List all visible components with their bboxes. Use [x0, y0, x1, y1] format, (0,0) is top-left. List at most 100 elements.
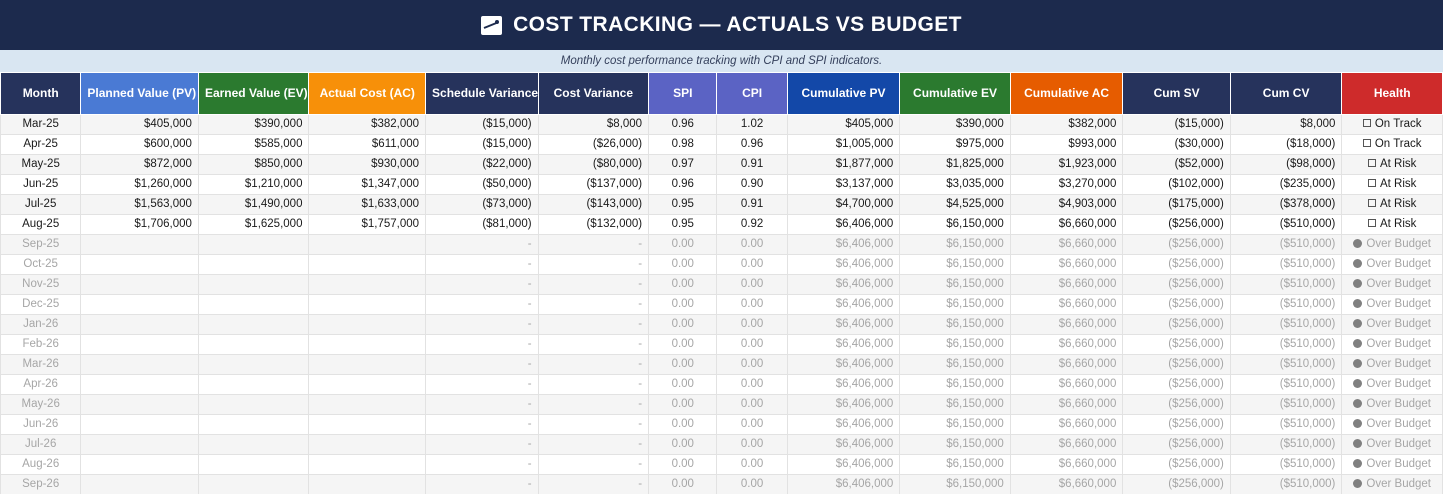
cell-cum-ac[interactable]: $6,660,000: [1009, 294, 1124, 315]
cell-cum-ac[interactable]: $1,923,000: [1009, 154, 1124, 175]
cell-ac[interactable]: [308, 474, 427, 494]
cell-cum-pv[interactable]: $6,406,000: [786, 294, 901, 315]
cell-cum-pv[interactable]: $1,877,000: [786, 154, 901, 175]
cell-cv[interactable]: -: [537, 454, 650, 475]
cell-cpi[interactable]: 0.00: [716, 254, 788, 275]
cell-cv[interactable]: -: [537, 434, 650, 455]
cell-spi[interactable]: 0.97: [648, 154, 718, 175]
cell-spi[interactable]: 0.98: [648, 134, 718, 155]
cell-spi[interactable]: 0.00: [648, 274, 718, 295]
cell-sv[interactable]: -: [425, 434, 539, 455]
cell-month[interactable]: Apr-25: [0, 134, 82, 155]
column-header-actual-cost-ac[interactable]: Actual Cost (AC): [308, 72, 427, 115]
cell-spi[interactable]: 0.00: [648, 474, 718, 494]
cell-cv[interactable]: -: [537, 354, 650, 375]
cell-cpi[interactable]: 0.00: [716, 434, 788, 455]
cell-cum-ev[interactable]: $6,150,000: [899, 474, 1011, 494]
cell-health[interactable]: Over Budget: [1341, 354, 1443, 375]
cell-cum-sv[interactable]: ($256,000): [1122, 474, 1231, 494]
cell-cum-cv[interactable]: ($510,000): [1229, 374, 1343, 395]
cell-cpi[interactable]: 0.91: [716, 154, 788, 175]
cell-sv[interactable]: ($22,000): [425, 154, 539, 175]
cell-spi[interactable]: 0.00: [648, 374, 718, 395]
cell-ev[interactable]: [197, 394, 310, 415]
cell-month[interactable]: Jul-26: [0, 434, 82, 455]
cell-cum-ev[interactable]: $4,525,000: [899, 194, 1011, 215]
cell-ev[interactable]: $1,490,000: [197, 194, 310, 215]
column-header-health[interactable]: Health: [1341, 72, 1443, 115]
column-header-cpi[interactable]: CPI: [716, 72, 788, 115]
cell-ac[interactable]: [308, 234, 427, 255]
cell-month[interactable]: May-25: [0, 154, 82, 175]
table-row[interactable]: Jun-26- -0.00 0.00 $6,406,000 $6,150,000 $6,6…: [0, 414, 1443, 435]
cell-ac[interactable]: [308, 394, 427, 415]
table-row[interactable]: Jun-25 $1,260,000 $1,210,000 $1,347,000 ($50…: [0, 174, 1443, 195]
cell-cum-ac[interactable]: $993,000: [1009, 134, 1124, 155]
cell-ac[interactable]: [308, 334, 427, 355]
cell-cum-cv[interactable]: ($510,000): [1229, 274, 1343, 295]
cell-cpi[interactable]: 0.00: [716, 334, 788, 355]
cell-cum-sv[interactable]: ($256,000): [1122, 354, 1231, 375]
cell-cum-ac[interactable]: $6,660,000: [1009, 234, 1124, 255]
cell-health[interactable]: Over Budget: [1341, 314, 1443, 335]
cell-ev[interactable]: $585,000: [197, 134, 310, 155]
cell-cum-sv[interactable]: ($256,000): [1122, 414, 1231, 435]
cell-spi[interactable]: 0.95: [648, 214, 718, 235]
cell-cum-pv[interactable]: $6,406,000: [786, 394, 901, 415]
cell-cv[interactable]: -: [537, 474, 650, 494]
cell-spi[interactable]: 0.00: [648, 434, 718, 455]
cell-cum-pv[interactable]: $6,406,000: [786, 354, 901, 375]
cell-ac[interactable]: [308, 354, 427, 375]
cell-sv[interactable]: -: [425, 314, 539, 335]
cell-pv[interactable]: [80, 454, 199, 475]
cell-ev[interactable]: $1,625,000: [197, 214, 310, 235]
cell-month[interactable]: Feb-26: [0, 334, 82, 355]
cell-cv[interactable]: ($26,000): [537, 134, 650, 155]
cell-sv[interactable]: ($50,000): [425, 174, 539, 195]
cell-cum-ev[interactable]: $6,150,000: [899, 254, 1011, 275]
cell-month[interactable]: Jun-25: [0, 174, 82, 195]
cell-cum-pv[interactable]: $6,406,000: [786, 254, 901, 275]
cell-cv[interactable]: -: [537, 254, 650, 275]
cell-cv[interactable]: -: [537, 394, 650, 415]
cell-spi[interactable]: 0.00: [648, 294, 718, 315]
cell-cum-cv[interactable]: ($510,000): [1229, 394, 1343, 415]
cell-health[interactable]: Over Budget: [1341, 414, 1443, 435]
cell-cv[interactable]: -: [537, 294, 650, 315]
cell-pv[interactable]: [80, 474, 199, 494]
cell-cum-ac[interactable]: $6,660,000: [1009, 334, 1124, 355]
cell-ac[interactable]: [308, 274, 427, 295]
cell-spi[interactable]: 0.00: [648, 354, 718, 375]
cell-cum-sv[interactable]: ($256,000): [1122, 234, 1231, 255]
cell-health[interactable]: Over Budget: [1341, 394, 1443, 415]
cell-cpi[interactable]: 0.00: [716, 294, 788, 315]
cell-ac[interactable]: $1,633,000: [308, 194, 427, 215]
cell-spi[interactable]: 0.96: [648, 174, 718, 195]
cell-cum-sv[interactable]: ($175,000): [1122, 194, 1231, 215]
cell-sv[interactable]: -: [425, 254, 539, 275]
cell-cum-cv[interactable]: ($510,000): [1229, 334, 1343, 355]
cell-cum-ac[interactable]: $6,660,000: [1009, 474, 1124, 494]
cell-cum-sv[interactable]: ($102,000): [1122, 174, 1231, 195]
cell-ac[interactable]: $611,000: [308, 134, 427, 155]
table-row[interactable]: Mar-26- -0.00 0.00 $6,406,000 $6,150,000 $6,6…: [0, 354, 1443, 375]
cell-cum-pv[interactable]: $6,406,000: [786, 454, 901, 475]
cell-cum-cv[interactable]: ($510,000): [1229, 354, 1343, 375]
cell-cum-ac[interactable]: $6,660,000: [1009, 254, 1124, 275]
cell-ev[interactable]: [197, 254, 310, 275]
cell-health[interactable]: Over Budget: [1341, 474, 1443, 494]
column-header-cumulative-ev[interactable]: Cumulative EV: [899, 72, 1011, 115]
cell-cv[interactable]: -: [537, 374, 650, 395]
cell-cpi[interactable]: 0.00: [716, 474, 788, 494]
cell-cum-pv[interactable]: $6,406,000: [786, 234, 901, 255]
cell-pv[interactable]: [80, 234, 199, 255]
table-row[interactable]: Apr-26- -0.00 0.00 $6,406,000 $6,150,000 $6,6…: [0, 374, 1443, 395]
cell-cum-ev[interactable]: $6,150,000: [899, 394, 1011, 415]
cell-health[interactable]: Over Budget: [1341, 254, 1443, 275]
cell-sv[interactable]: -: [425, 414, 539, 435]
column-header-spi[interactable]: SPI: [648, 72, 718, 115]
cell-sv[interactable]: ($81,000): [425, 214, 539, 235]
cell-cum-ac[interactable]: $382,000: [1009, 114, 1124, 135]
cell-pv[interactable]: [80, 414, 199, 435]
cell-month[interactable]: Mar-25: [0, 114, 82, 135]
